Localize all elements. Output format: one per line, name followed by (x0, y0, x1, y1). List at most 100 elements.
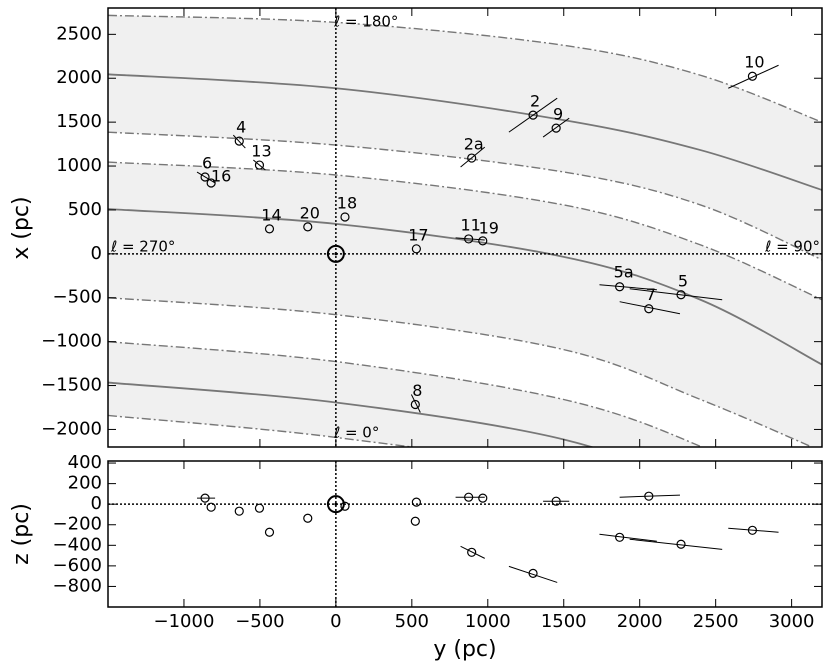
point (340, 212, 350, 222)
plot-frame (107, 460, 823, 608)
x-tick-label: −500 (235, 611, 284, 632)
point (410, 399, 420, 410)
point (254, 503, 265, 513)
error-segment (253, 159, 266, 171)
top-plot (108, 8, 822, 447)
point-label: 18 (337, 193, 357, 212)
point (464, 234, 474, 244)
error-segment (232, 134, 246, 149)
point-label: 6 (202, 154, 212, 173)
x-axis-label: y (pc) (433, 637, 496, 662)
band-edge-line (108, 340, 704, 447)
band-edge-line (108, 14, 822, 123)
point-label: 17 (408, 225, 428, 244)
point-label: 7 (646, 285, 656, 304)
point (615, 532, 625, 542)
annotation: ℓ = 0° (333, 424, 379, 442)
point (747, 71, 758, 81)
point (410, 516, 420, 526)
band-fill (108, 341, 702, 447)
point (254, 160, 265, 170)
plot-frame (107, 7, 823, 448)
point (467, 547, 477, 557)
y-tick-label: 0 (91, 493, 102, 514)
error-segment (599, 284, 657, 291)
point (206, 178, 216, 188)
error-segment (619, 301, 681, 315)
point (464, 492, 474, 502)
error-segment (196, 171, 216, 184)
point (264, 224, 275, 234)
y-tick-label: −400 (53, 534, 102, 555)
point (551, 496, 561, 506)
point (206, 502, 216, 512)
point-label: 5a (614, 262, 634, 281)
point (234, 136, 244, 146)
point (467, 153, 477, 163)
point-label: 2a (464, 135, 484, 154)
point-label: 4 (236, 118, 246, 137)
x-tick-label: 0 (330, 611, 341, 632)
error-segment (728, 527, 779, 533)
point (411, 244, 421, 254)
point (303, 222, 313, 232)
y-tick-label: −1500 (41, 375, 102, 396)
point-label: 14 (261, 205, 281, 224)
point (200, 493, 210, 503)
point-label: 5 (678, 271, 688, 290)
point-label: 10 (744, 53, 764, 72)
annotation: ℓ = 90° (764, 238, 820, 256)
point (340, 501, 350, 511)
axes: −2000−1500−1000−50005001000150020002500−… (41, 7, 823, 632)
y-tick-label: 1500 (56, 111, 102, 132)
y-tick-label: −2000 (41, 418, 102, 439)
band-center-line (108, 208, 822, 366)
point-label: 20 (300, 203, 320, 222)
annotation: ℓ = 180° (333, 13, 398, 31)
sun-marker (326, 495, 345, 514)
point (264, 527, 275, 537)
point (528, 568, 538, 578)
y-tick-label: 200 (68, 473, 102, 494)
point-label: 8 (412, 381, 422, 400)
band-edge-line (108, 297, 814, 447)
x-tick-label: 2000 (617, 611, 663, 632)
point (615, 282, 625, 292)
error-segment (629, 538, 723, 550)
y-tick-label: −1000 (41, 331, 102, 352)
point-label: 16 (211, 166, 231, 185)
error-segment (728, 64, 779, 89)
error-segment (460, 545, 485, 559)
point (644, 491, 654, 501)
point-label: 2 (530, 92, 540, 111)
x-tick-label: 1500 (541, 611, 587, 632)
point (478, 236, 488, 246)
y-tick-label: −200 (53, 514, 102, 535)
annotation: ℓ = 270° (110, 238, 175, 256)
point-label: 9 (553, 105, 563, 124)
point-label: 13 (251, 142, 271, 161)
y-tick-label: 500 (68, 199, 102, 220)
y-tick-label: −500 (53, 287, 102, 308)
band-center-line (108, 73, 822, 191)
x-tick-label: −1000 (154, 611, 215, 632)
y-axis-label: z (pc) (9, 503, 34, 565)
point (676, 539, 686, 549)
point (528, 110, 538, 120)
point (200, 172, 210, 182)
point-label: 11 (460, 215, 480, 234)
y-tick-label: 2500 (56, 23, 102, 44)
point (478, 493, 488, 503)
error-segment (410, 394, 421, 413)
error-segment (455, 237, 485, 241)
error-segment (542, 117, 570, 138)
point (411, 497, 421, 507)
y-tick-label: 0 (91, 243, 102, 264)
x-tick-label: 3000 (769, 611, 815, 632)
y-tick-label: −800 (53, 575, 102, 596)
y-tick-label: 1000 (56, 155, 102, 176)
x-tick-label: 500 (395, 611, 429, 632)
sun-marker (326, 244, 345, 263)
y-tick-label: −600 (53, 555, 102, 576)
